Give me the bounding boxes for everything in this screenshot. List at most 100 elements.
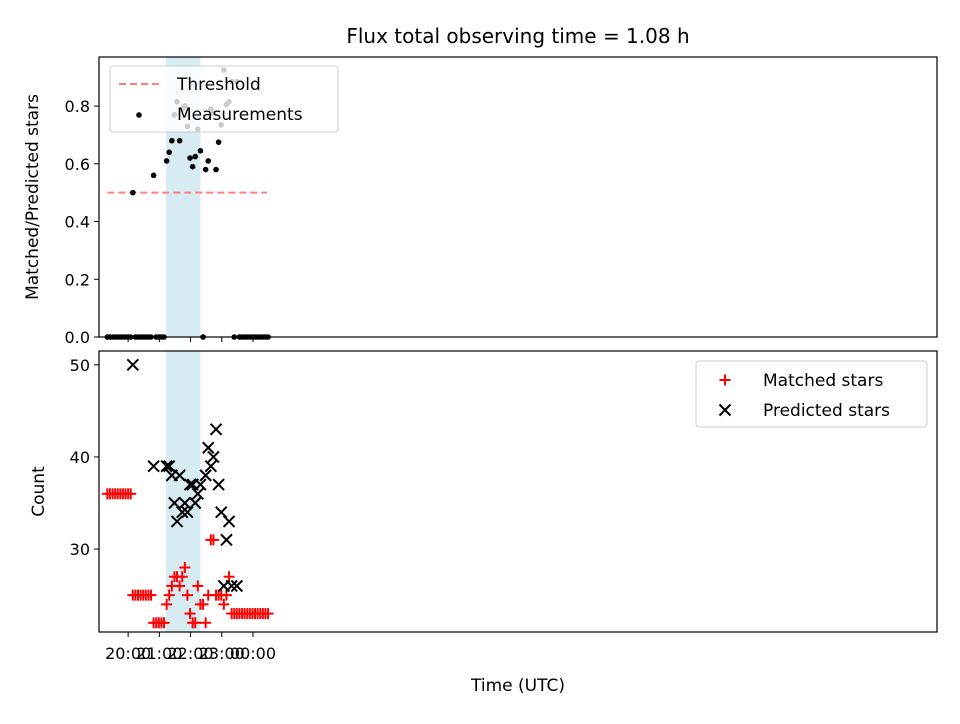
measurement-point xyxy=(163,158,170,164)
cross-stroke xyxy=(168,496,181,510)
legend-measurements-label: Measurements xyxy=(177,105,303,125)
bottom-legend: Matched stars Predicted stars xyxy=(695,360,928,428)
bottom-legend-box xyxy=(695,360,928,428)
predicted-star-point xyxy=(126,358,140,372)
top-ytick-label: 0.0 xyxy=(65,328,90,347)
top-ytick-label: 0.4 xyxy=(65,213,90,232)
measurement-point xyxy=(166,149,173,156)
bottom-xtick-label: 00:00 xyxy=(230,644,276,663)
matched-star-point xyxy=(145,589,157,601)
matched-star-point xyxy=(197,598,209,610)
cross-stroke xyxy=(191,487,205,501)
predicted-star-point xyxy=(170,515,184,528)
measurement-point xyxy=(150,172,157,179)
cross-stroke xyxy=(194,478,207,491)
cross-stroke xyxy=(160,459,173,473)
bottom-xtick-label: 20:00 xyxy=(105,644,151,663)
matched-star-point xyxy=(179,562,191,574)
measurement-point xyxy=(213,166,219,173)
measurement-point xyxy=(176,137,183,144)
cross-stroke xyxy=(126,358,140,372)
top-axes-frame xyxy=(98,56,938,338)
top-tick-layer: 0.0 0.2 0.4 0.6 0.8 xyxy=(65,97,254,347)
cross-stroke xyxy=(202,441,215,454)
predicted-star-point xyxy=(220,533,233,547)
top-ytick-label: 0.2 xyxy=(65,270,90,289)
top-ytick-label: 0.8 xyxy=(65,97,90,116)
bottom-y-axis-label: Count xyxy=(29,466,49,517)
measurement-point xyxy=(202,166,209,173)
cross-stroke xyxy=(173,469,186,482)
bottom-ytick-label: 40 xyxy=(70,448,90,467)
measurement-point xyxy=(187,155,193,161)
predicted-star-point xyxy=(173,469,186,482)
cross-stroke xyxy=(220,533,233,547)
bottom-xtick-label: 22:00 xyxy=(167,644,213,663)
cross-stroke xyxy=(170,515,184,528)
predicted-star-point xyxy=(230,579,244,593)
cross-stroke xyxy=(207,450,220,464)
legend-threshold-label: Threshold xyxy=(176,75,261,95)
matched-star-point xyxy=(125,488,137,500)
legend-predicted-swatch xyxy=(718,403,732,417)
bottom-xtick-label: 21:00 xyxy=(136,644,182,663)
cross-stroke xyxy=(189,496,202,510)
cross-stroke xyxy=(204,459,218,473)
cross-stroke xyxy=(212,478,225,491)
measurement-point xyxy=(192,153,199,160)
measurement-point xyxy=(169,137,175,144)
bottom-xtick-label: 23:00 xyxy=(199,644,245,663)
predicted-star-point xyxy=(209,423,223,436)
cross-stroke xyxy=(163,459,176,473)
bottom-axes-frame xyxy=(98,350,938,633)
matched-star-point xyxy=(163,589,175,601)
matched-star-point xyxy=(174,580,186,592)
cross-stroke xyxy=(199,469,212,482)
matched-star-point xyxy=(207,534,219,546)
matched-star-point xyxy=(192,580,204,592)
top-panel: 0.0 0.2 0.4 0.6 0.8 Flux total observing tim… xyxy=(23,24,938,347)
cross-stroke xyxy=(178,496,192,510)
matched-star-point xyxy=(181,589,193,601)
cross-stroke xyxy=(225,579,238,593)
matched-star-point xyxy=(158,617,170,629)
cross-stroke xyxy=(183,478,197,491)
predicted-star-point xyxy=(207,450,220,464)
predicted-star-point xyxy=(212,478,225,491)
predicted-star-point xyxy=(222,515,236,528)
legend-matched-marker xyxy=(719,374,731,386)
measurement-point xyxy=(130,189,136,196)
measurement-point xyxy=(215,139,222,145)
predicted-star-point xyxy=(199,469,212,482)
bottom-ytick-label: 30 xyxy=(70,540,90,559)
cross-stroke xyxy=(718,403,732,417)
measurement-point xyxy=(189,163,196,170)
legend-measurements-swatch xyxy=(136,112,142,118)
cross-stroke xyxy=(222,515,236,528)
predicted-star-point xyxy=(189,496,202,510)
measurement-point xyxy=(197,148,204,154)
matched-star-point xyxy=(218,598,230,610)
predicted-star-point xyxy=(163,459,176,473)
predicted-star-point xyxy=(147,459,160,473)
matched-star-point xyxy=(262,608,274,620)
cross-stroke xyxy=(230,579,244,593)
matched-star-point xyxy=(161,598,173,610)
top-ytick-label: 0.6 xyxy=(65,155,90,174)
cross-stroke xyxy=(215,506,228,519)
predicted-star-point xyxy=(191,487,205,501)
cross-stroke xyxy=(147,459,160,473)
predicted-star-point xyxy=(176,506,189,519)
legend-matched-label: Matched stars xyxy=(763,371,883,391)
legend-matched-swatch xyxy=(719,374,731,386)
matched-star-point xyxy=(184,608,196,620)
cross-stroke xyxy=(176,506,189,519)
top-legend: Threshold Measurements xyxy=(109,65,339,133)
predicted-star-point xyxy=(160,459,173,473)
predicted-star-point xyxy=(202,441,215,454)
top-legend-box xyxy=(109,65,339,133)
predicted-star-point xyxy=(225,579,238,593)
predicted-star-point xyxy=(194,478,207,491)
x-axis-label: Time (UTC) xyxy=(470,676,565,696)
